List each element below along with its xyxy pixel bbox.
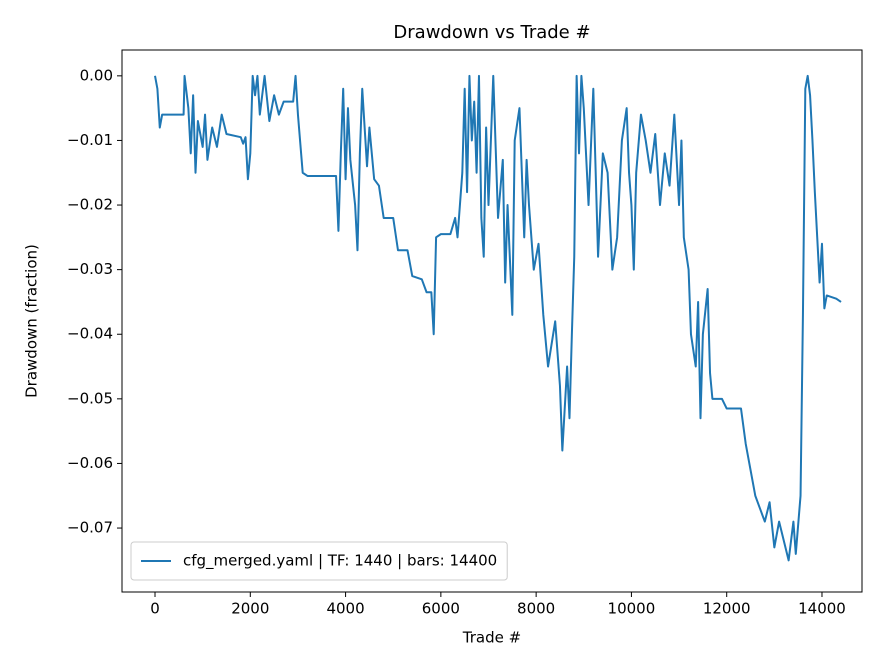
y-axis-label: Drawdown (fraction) [23,244,41,398]
y-tick-label: −0.02 [67,196,113,214]
data-line [154,74,842,562]
x-axis-label: Trade # [462,629,521,647]
x-tick-label: 12000 [703,600,751,618]
y-tick-label: 0.00 [80,66,113,84]
x-tick-label: 2000 [231,600,269,618]
y-tick-label: −0.01 [67,131,113,149]
x-tick-label: 0 [150,600,160,618]
x-tick-label: 8000 [517,600,555,618]
x-tick-label: 6000 [422,600,460,618]
y-tick-label: −0.07 [67,519,113,537]
chart-title: Drawdown vs Trade # [393,22,590,43]
legend-box [130,541,508,581]
x-tick-label: 14000 [798,600,846,618]
y-tick-label: −0.04 [67,325,113,343]
x-tick-label: 10000 [608,600,656,618]
y-tick-label: −0.03 [67,260,113,278]
legend-label: cfg_merged.yaml | TF: 1440 | bars: 14400 [183,552,497,571]
y-tick-label: −0.06 [67,454,113,472]
y-tick-label: −0.05 [67,389,113,407]
x-tick-label: 4000 [326,600,364,618]
plot-frame [121,49,863,593]
